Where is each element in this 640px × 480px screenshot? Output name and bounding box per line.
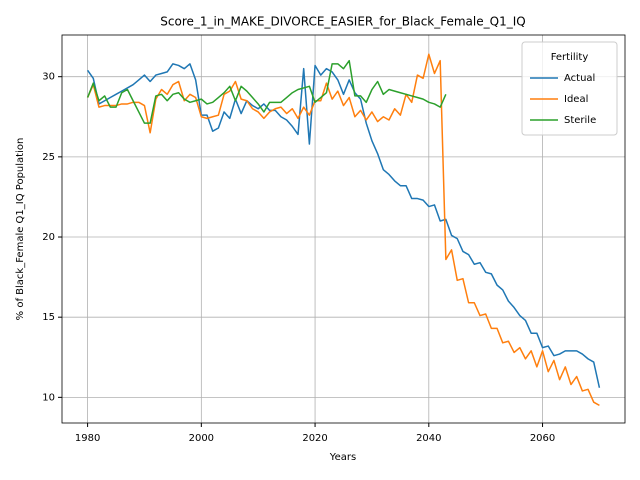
x-axis-label: Years (329, 452, 356, 463)
legend-title: Fertility (551, 52, 589, 63)
y-axis-label: % of Black_Female Q1_IQ Population (15, 138, 26, 321)
y-tick-label: 25 (42, 152, 55, 163)
line-series (86, 59, 447, 124)
legend-box (521, 41, 618, 136)
y-tick-label: 10 (42, 392, 55, 403)
y-tick-label: 15 (42, 312, 55, 323)
x-tick-label: 2060 (530, 433, 555, 444)
y-tick-label: 30 (42, 72, 55, 83)
plot-frame (61, 34, 626, 424)
legend-label: Actual (564, 73, 595, 84)
line-series (86, 63, 601, 388)
legend-label: Ideal (564, 94, 588, 105)
x-tick-label: 2040 (416, 433, 441, 444)
y-tick-label: 20 (42, 232, 55, 243)
x-tick-label: 2000 (189, 433, 214, 444)
chart-title: Score_1_in_MAKE_DIVORCE_EASIER_for_Black… (160, 15, 525, 29)
line-series (86, 53, 600, 407)
x-tick-label: 2020 (302, 433, 327, 444)
x-tick-label: 1980 (75, 433, 100, 444)
legend-label: Sterile (564, 115, 596, 126)
